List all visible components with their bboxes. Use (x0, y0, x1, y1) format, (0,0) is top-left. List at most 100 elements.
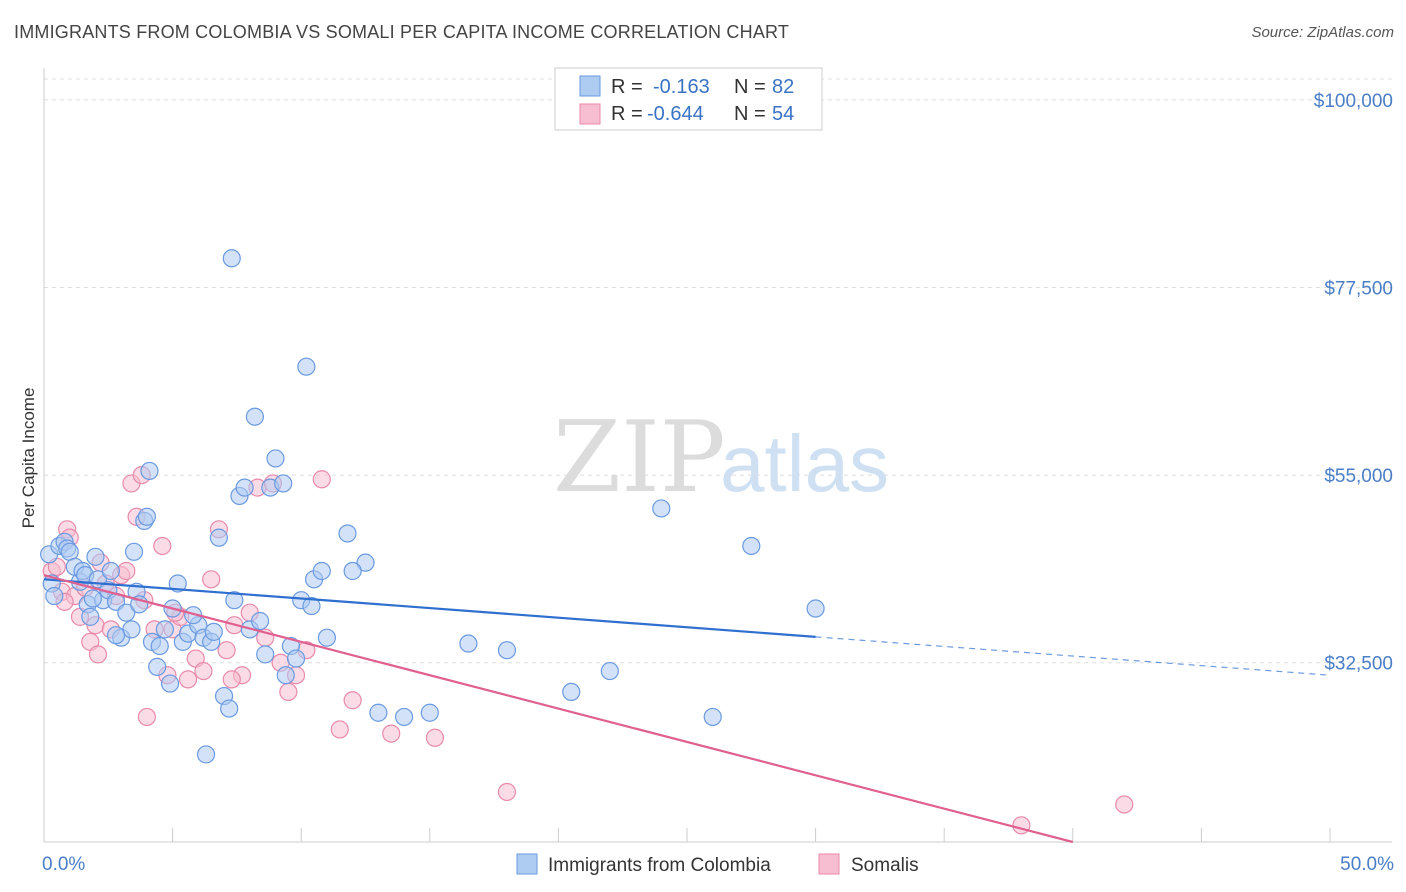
colombia-point-65 (652, 499, 671, 518)
colombia-point-46 (250, 611, 270, 631)
colombia-point-72 (286, 649, 306, 668)
colombia-point-60 (420, 703, 439, 722)
colombia-point-57 (356, 553, 375, 572)
somali-point-50 (88, 645, 108, 664)
colombia-trend-line (43, 578, 816, 638)
somali-point-21 (153, 536, 172, 556)
legend-n-label-somali: N = (734, 103, 766, 125)
colombia-point-25 (140, 461, 159, 481)
colombia-point-79 (302, 596, 321, 616)
colombia-point-41 (225, 591, 244, 610)
y-axis-label: Per Capita Income (19, 388, 38, 529)
colombia-point-77 (124, 542, 144, 561)
colombia-point-68 (806, 599, 825, 618)
colombia-point-21 (122, 620, 141, 639)
colombia-point-58 (369, 703, 388, 722)
colombia-points (40, 249, 825, 764)
watermark-atlas: atlas (720, 419, 889, 508)
colombia-point-13 (86, 547, 105, 566)
colombia-point-74 (196, 745, 216, 764)
colombia-point-2 (45, 586, 64, 606)
colombia-point-66 (703, 707, 722, 727)
legend-swatch-somali (579, 103, 601, 125)
legend-n-label-colombia: N = (734, 76, 766, 98)
x-tick-label-1: 50.0% (1340, 854, 1394, 875)
colombia-point-81 (204, 622, 223, 641)
colombia-point-56 (338, 524, 357, 543)
bottom-legend-label-colombia: Immigrants from Colombia (548, 855, 771, 876)
somali-point-27 (194, 661, 213, 681)
somali-point-30 (217, 641, 236, 660)
colombia-point-54 (312, 561, 331, 581)
somali-point-53 (222, 670, 241, 689)
somali-point-45 (425, 728, 445, 747)
colombia-point-69 (222, 249, 241, 268)
somali-point-28 (202, 570, 221, 589)
colombia-point-67 (742, 536, 761, 556)
colombia-point-32 (168, 574, 187, 593)
colombia-point-61 (459, 634, 478, 653)
y-tick-labels: $32,500 $55,000 $77,500 $100,000 (1314, 91, 1393, 675)
y-tick-label-1: $55,000 (1324, 466, 1393, 487)
colombia-point-70 (256, 645, 275, 664)
colombia-point-43 (235, 478, 254, 497)
x-tick-labels: 0.0% 50.0% (42, 854, 1394, 875)
chart-title: IMMIGRANTS FROM COLOMBIA VS SOMALI PER C… (14, 22, 790, 42)
bottom-legend-label-somali: Somalis (851, 855, 919, 876)
colombia-point-49 (274, 474, 293, 493)
watermark: ZIP atlas (553, 401, 889, 515)
somali-point-19 (137, 707, 156, 727)
colombia-point-27 (148, 657, 167, 676)
colombia-point-63 (562, 682, 581, 702)
colombia-point-28 (150, 636, 169, 656)
somali-points (42, 465, 1134, 835)
legend-n-value-somali: 54 (772, 103, 794, 125)
somali-point-15 (117, 561, 136, 581)
stats-legend: R = -0.163 N = 82 R = -0.644 N = 54 (554, 67, 823, 131)
somali-point-48 (1115, 795, 1134, 814)
colombia-point-64 (600, 661, 619, 681)
legend-r-value-colombia: -0.163 (653, 76, 710, 98)
somali-point-25 (178, 670, 198, 689)
colombia-point-75 (106, 626, 126, 645)
legend-r-label-somali: R = (611, 103, 643, 125)
colombia-point-55 (317, 628, 337, 647)
colombia-point-76 (83, 589, 102, 608)
x-tick-label-0: 0.0% (42, 854, 85, 875)
legend-swatch-colombia (579, 75, 601, 97)
colombia-point-52 (297, 357, 316, 376)
legend-n-value-colombia: 82 (772, 76, 794, 98)
colombia-point-40 (220, 699, 239, 718)
somali-point-42 (330, 720, 349, 739)
colombia-point-20 (117, 603, 136, 622)
legend-r-value-somali: -0.644 (647, 103, 704, 125)
watermark-zip: ZIP (553, 401, 726, 515)
colombia-point-80 (343, 561, 362, 581)
source-label: Source: ZipAtlas.com (1251, 24, 1394, 41)
colombia-point-30 (160, 674, 180, 693)
somali-point-46 (497, 782, 517, 802)
trend-lines (43, 574, 1331, 844)
y-tick-label-2: $77,500 (1324, 278, 1393, 299)
axes (43, 68, 1392, 843)
colombia-point-62 (497, 641, 517, 660)
bottom-legend-swatch-colombia (516, 853, 538, 875)
colombia-point-59 (394, 707, 414, 727)
colombia-point-29 (155, 620, 174, 639)
grid-lines (44, 78, 1392, 664)
colombia-trend-extension (815, 636, 1331, 676)
somali-point-38 (279, 682, 298, 702)
colombia-point-73 (137, 507, 156, 526)
y-tick-label-3: $100,000 (1314, 91, 1393, 112)
legend-r-label-colombia: R = (611, 76, 643, 98)
somali-point-44 (382, 724, 401, 743)
series-legend: Immigrants from Colombia Somalis (516, 853, 919, 876)
colombia-point-45 (245, 407, 265, 426)
colombia-point-17 (101, 561, 120, 581)
colombia-point-12 (81, 607, 100, 626)
colombia-point-48 (266, 449, 285, 468)
somali-trend-line (43, 574, 1074, 844)
somali-point-43 (343, 691, 362, 710)
bottom-legend-swatch-somali (818, 853, 840, 875)
